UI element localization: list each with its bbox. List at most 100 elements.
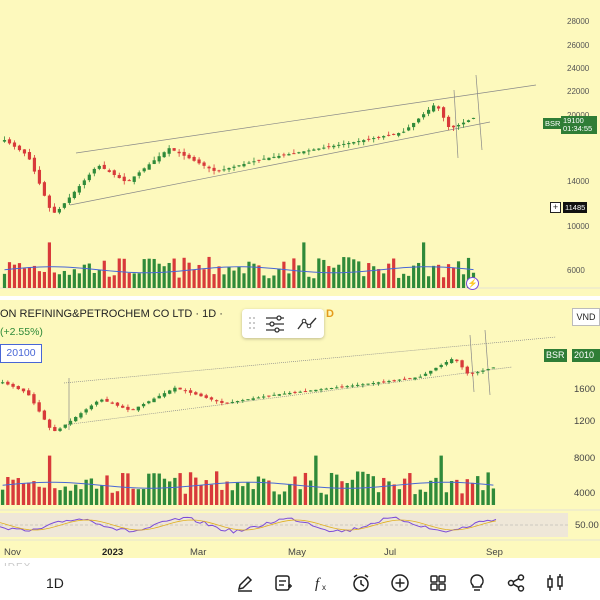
candle-body (329, 387, 334, 389)
volume-bar (241, 486, 245, 505)
bsr-countdown: 01:34:55 (563, 124, 593, 133)
volume-bar (192, 269, 196, 288)
object-tree-icon[interactable] (264, 314, 286, 333)
lightning-icon[interactable]: ⚡ (466, 277, 479, 290)
interval-button[interactable]: 1D (46, 575, 64, 591)
volume-bar (282, 261, 286, 288)
candle-body (262, 158, 266, 160)
volume-bar (22, 268, 27, 288)
top-price-tick: 14000 (567, 177, 590, 186)
bottom-chart-panel[interactable]: 1600 1200 8000 4000 50.00 Nov 2023 Mar May Jul Sep… (0, 300, 600, 573)
candle-body (209, 397, 214, 400)
compare-icon[interactable] (538, 566, 572, 600)
currency-button[interactable]: VND (572, 308, 600, 326)
volume-bar (237, 266, 241, 288)
bottom-price-tick: 1600 (574, 384, 595, 395)
candle-body (187, 154, 191, 159)
candle-body (94, 401, 99, 405)
alert-clock-icon[interactable] (344, 566, 378, 600)
volume-bar (277, 268, 281, 288)
volume-bar (402, 273, 406, 288)
candle-body (182, 151, 186, 156)
volume-bar (382, 477, 386, 505)
candle-body (361, 384, 365, 386)
top-chart-panel[interactable]: 2800026000240002200020000180001400010000… (0, 0, 600, 304)
candle-body (319, 389, 323, 391)
candle-body (102, 164, 106, 169)
volume-bar (215, 471, 219, 505)
candle-body (436, 106, 441, 109)
candle-body (68, 420, 73, 425)
bottom-chart-svg[interactable]: 1600 1200 8000 4000 50.00 Nov 2023 Mar May Jul Sep (0, 300, 600, 558)
volume-bar (17, 263, 22, 288)
volume-bar (376, 492, 381, 505)
candle-body (115, 402, 120, 406)
volume-bar (112, 275, 116, 288)
candle-body (317, 148, 321, 150)
volume-bar (204, 480, 208, 505)
candle-body (350, 385, 355, 387)
volume-bar (456, 261, 461, 288)
candle-body (217, 170, 221, 172)
idea-bulb-icon[interactable] (460, 566, 494, 600)
candle-body (413, 377, 417, 380)
candle-body (235, 401, 240, 403)
drawing-floating-toolbar[interactable] (242, 309, 324, 338)
candle-body (230, 401, 235, 403)
candle-body (357, 141, 361, 143)
add-icon[interactable] (383, 566, 417, 600)
candle-body (471, 117, 476, 119)
candle-body (122, 176, 126, 182)
candle-body (302, 151, 306, 154)
candle-body (340, 386, 344, 388)
top-chart-svg[interactable]: 2800026000240002200020000180001400010000… (0, 0, 600, 304)
volume-bar (232, 270, 236, 288)
notes-icon[interactable] (266, 566, 300, 600)
grid-icon[interactable] (421, 566, 455, 600)
volume-bar (0, 489, 5, 505)
candle-body (272, 394, 276, 396)
trend-line-icon[interactable] (296, 314, 318, 333)
price-input[interactable]: 20100 (0, 344, 42, 363)
candle-body (147, 401, 151, 404)
candle-body (84, 409, 88, 413)
candle-body (77, 186, 81, 193)
volume-bar (117, 258, 121, 288)
volume-bar (37, 271, 42, 288)
candle-body (461, 122, 466, 125)
volume-bar (27, 267, 32, 288)
candle-body (392, 380, 396, 382)
candle-body (247, 162, 251, 164)
candle-body (7, 139, 12, 144)
candle-body (188, 390, 193, 393)
candle-body (202, 162, 206, 166)
volume-bar (230, 490, 235, 505)
candle-body (11, 383, 15, 387)
bottom-bsr-badge: BSR (544, 349, 567, 362)
volume-bar (94, 488, 99, 505)
volume-bar (202, 269, 206, 288)
candle-body (152, 398, 156, 403)
share-icon[interactable] (499, 566, 533, 600)
candle-body (172, 148, 176, 151)
candle-body (82, 180, 86, 185)
candle-body (241, 400, 245, 402)
candle-body (371, 383, 375, 385)
candle-body (105, 398, 109, 402)
volume-bar (307, 276, 311, 288)
candle-body (67, 197, 71, 203)
drag-handle-icon[interactable] (249, 317, 255, 330)
time-tick: 2023 (102, 547, 123, 558)
candle-body (237, 165, 241, 167)
volume-bar (199, 485, 203, 505)
candle-body (362, 140, 366, 143)
panel-separator[interactable] (0, 296, 600, 300)
candle-body (257, 159, 261, 161)
plus-square-icon[interactable]: + (550, 202, 561, 213)
symbol-title[interactable]: ON REFINING&PETROCHEM CO LTD · 1D · (0, 308, 223, 320)
pencil-icon[interactable] (228, 566, 262, 600)
candle-body (446, 116, 451, 127)
candle-body (47, 195, 51, 208)
